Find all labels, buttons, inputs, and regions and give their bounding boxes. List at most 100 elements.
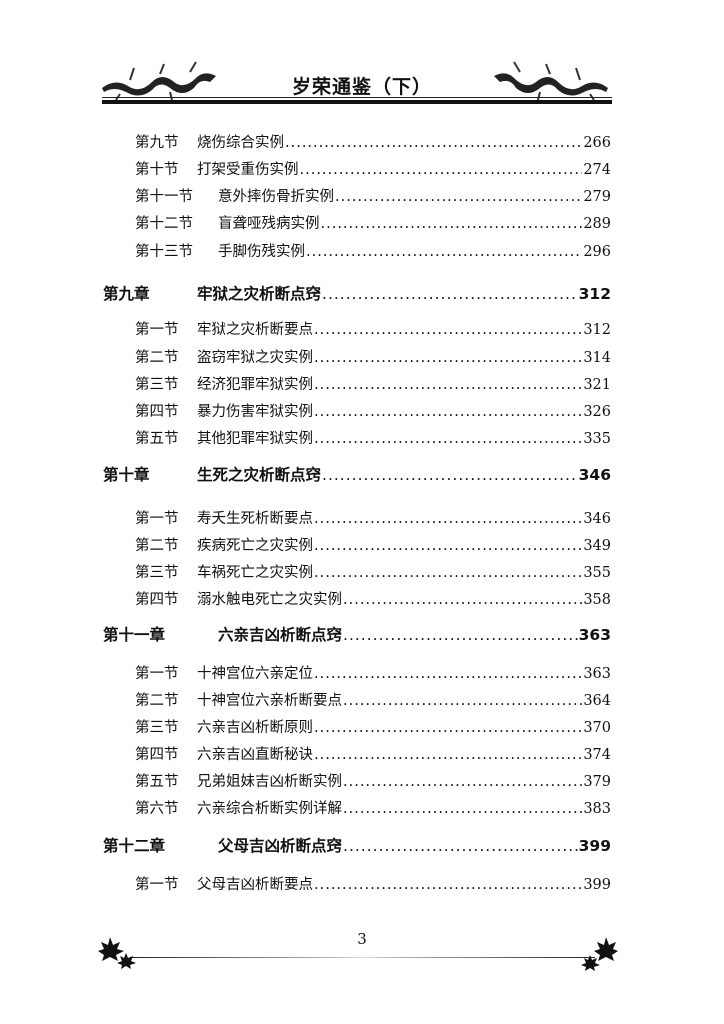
entry-page: 363	[578, 626, 611, 644]
entry-title: 烧伤综合实例	[197, 135, 284, 151]
entry-number: 第九章	[103, 285, 150, 303]
entry-title: 经济犯罪牢狱实例	[197, 377, 313, 393]
entry-title: 手脚伤残实例	[218, 244, 305, 260]
toc-section-entry: 第四节 暴力伤害牢狱实例 326	[0, 400, 611, 421]
entry-title: 疾病死亡之灾实例	[197, 538, 313, 554]
entry-title: 溺水触电死亡之灾实例	[197, 592, 342, 608]
entry-page: 326	[583, 404, 611, 420]
toc-chapter-entry: 第十二章 父母吉凶析断点窍 399	[0, 834, 611, 856]
dot-leader	[314, 747, 582, 763]
entry-page: 349	[583, 538, 611, 554]
entry-number: 第一节	[135, 511, 179, 527]
toc-section-entry: 第二节 十神宫位六亲析断要点 364	[0, 689, 611, 710]
entry-title: 寿夭生死析断要点	[197, 511, 313, 527]
header-rule-thin	[102, 97, 612, 98]
dot-leader	[321, 216, 583, 232]
entry-number: 第三节	[135, 720, 179, 736]
entry-page: 312	[578, 285, 611, 303]
entry-title: 盲聋哑残病实例	[218, 216, 320, 232]
entry-page: 363	[583, 666, 611, 682]
dot-leader	[314, 877, 582, 893]
dot-leader	[314, 720, 582, 736]
entry-number: 第二节	[135, 350, 179, 366]
entry-title: 生死之灾析断点窍	[197, 466, 322, 484]
entry-number: 第十二节	[135, 216, 193, 232]
dot-leader	[285, 135, 582, 151]
entry-number: 第九节	[135, 135, 179, 151]
entry-number: 第二节	[135, 538, 179, 554]
dot-leader	[314, 350, 582, 366]
dot-leader	[322, 466, 578, 484]
toc-chapter-entry: 第十章 生死之灾析断点窍 346	[0, 463, 611, 485]
maple-leaf-left-icon	[98, 937, 136, 969]
entry-page: 274	[583, 162, 611, 178]
entry-page: 346	[578, 466, 611, 484]
dot-leader	[335, 189, 582, 205]
entry-number: 第五节	[135, 774, 179, 790]
toc-section-entry: 第二节 盗窃牢狱之灾实例 314	[0, 346, 611, 367]
entry-title: 六亲吉凶析断原则	[197, 720, 313, 736]
toc-section-entry: 第六节 六亲综合析断实例详解 383	[0, 797, 611, 818]
entry-page: 314	[583, 350, 611, 366]
dot-leader	[314, 565, 582, 581]
toc-section-entry: 第十一节 意外摔伤骨折实例 279	[0, 185, 611, 206]
toc-section-entry: 第一节 十神宫位六亲定位 363	[0, 662, 611, 683]
dot-leader	[306, 244, 582, 260]
entry-page: 279	[583, 189, 611, 205]
dot-leader	[343, 801, 582, 817]
toc-section-entry: 第三节 六亲吉凶析断原则 370	[0, 716, 611, 737]
entry-number: 第一节	[135, 877, 179, 893]
dot-leader	[314, 666, 582, 682]
entry-page: 370	[583, 720, 611, 736]
toc-section-entry: 第二节 疾病死亡之灾实例 349	[0, 534, 611, 555]
entry-page: 335	[583, 431, 611, 447]
entry-page: 374	[583, 747, 611, 763]
toc-section-entry: 第一节 父母吉凶析断要点 399	[0, 873, 611, 894]
toc-chapter-entry: 第九章 牢狱之灾析断点窍 312	[0, 282, 611, 304]
toc-section-entry: 第一节 牢狱之灾析断要点 312	[0, 318, 611, 339]
dot-leader	[343, 592, 582, 608]
entry-number: 第五节	[135, 431, 179, 447]
entry-page: 346	[583, 511, 611, 527]
entry-number: 第四节	[135, 592, 179, 608]
entry-title: 十神宫位六亲析断要点	[197, 693, 342, 709]
entry-title: 车祸死亡之灾实例	[197, 565, 313, 581]
toc-section-entry: 第四节 六亲吉凶直断秘诀 374	[0, 743, 611, 764]
entry-number: 第四节	[135, 404, 179, 420]
toc-section-entry: 第四节 溺水触电死亡之灾实例 358	[0, 588, 611, 609]
entry-title: 父母吉凶析断点窍	[218, 837, 343, 855]
entry-page: 364	[583, 693, 611, 709]
entry-title: 父母吉凶析断要点	[197, 877, 313, 893]
dot-leader	[314, 538, 582, 554]
entry-number: 第二节	[135, 693, 179, 709]
entry-number: 第十一章	[103, 626, 166, 644]
entry-title: 意外摔伤骨折实例	[218, 189, 334, 205]
dragon-right-icon	[494, 61, 608, 100]
page-number: 3	[357, 930, 367, 948]
entry-page: 289	[583, 216, 611, 232]
entry-title: 其他犯罪牢狱实例	[197, 431, 313, 447]
entry-number: 第十一节	[135, 189, 193, 205]
entry-title: 兄弟姐妹吉凶析断实例	[197, 774, 342, 790]
dot-leader	[300, 162, 583, 178]
dot-leader	[314, 322, 582, 338]
toc-section-entry: 第三节 经济犯罪牢狱实例 321	[0, 373, 611, 394]
entry-page: 312	[583, 322, 611, 338]
entry-page: 379	[583, 774, 611, 790]
entry-page: 321	[583, 377, 611, 393]
entry-number: 第三节	[135, 565, 179, 581]
entry-title: 六亲吉凶析断点窍	[218, 626, 343, 644]
entry-page: 383	[583, 801, 611, 817]
toc-chapter-entry: 第十一章 六亲吉凶析断点窍 363	[0, 623, 611, 645]
toc-section-entry: 第一节 寿夭生死析断要点 346	[0, 507, 611, 528]
entry-page: 358	[583, 592, 611, 608]
dot-leader	[322, 285, 578, 303]
entry-number: 第一节	[135, 666, 179, 682]
toc-section-entry: 第十二节 盲聋哑残病实例 289	[0, 212, 611, 233]
entry-number: 第十节	[135, 162, 179, 178]
dot-leader	[343, 626, 578, 644]
entry-number: 第十章	[103, 466, 150, 484]
entry-number: 第六节	[135, 801, 179, 817]
toc-section-entry: 第九节 烧伤综合实例 266	[0, 131, 611, 152]
entry-title: 打架受重伤实例	[197, 162, 299, 178]
